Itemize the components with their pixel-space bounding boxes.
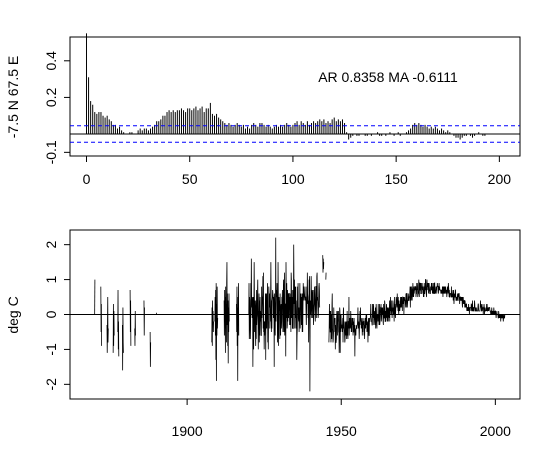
temperature-line-segment xyxy=(122,307,124,371)
acf-y-tick-label: 0.2 xyxy=(43,87,59,107)
temperature-line-segment xyxy=(134,311,136,346)
temperature-y-tick-label: -2 xyxy=(43,378,59,391)
temperature-y-tick-label: 2 xyxy=(43,241,59,249)
acf-y-tick-label: 0.4 xyxy=(43,51,59,71)
temperature-line-segment xyxy=(100,286,102,346)
temperature-line-segment xyxy=(236,283,240,381)
temperature-y-tick-label: 1 xyxy=(43,275,59,283)
acf-x-tick-label: 0 xyxy=(83,171,91,187)
temperature-line-segment xyxy=(211,300,214,346)
temperature-line-segment xyxy=(248,237,321,392)
temperature-y-tick-label: 0 xyxy=(43,310,59,318)
temperature-y-axis: -2 -1 0 1 2 xyxy=(43,241,70,391)
temperature-line-segment xyxy=(129,290,132,346)
acf-panel: 0 50 100 150 200 -0.1 0.2 0.4 AR 0.8358 MA -0.… xyxy=(5,33,521,187)
temperature-x-axis: 1900 1950 2000 xyxy=(172,399,511,439)
temperature-line-segment xyxy=(117,290,120,357)
temperature-y-tick-label: -1 xyxy=(43,343,59,356)
acf-y-axis: -0.1 0.2 0.4 xyxy=(43,51,70,164)
acf-bars xyxy=(70,33,520,143)
acf-x-tick-label: 100 xyxy=(281,171,305,187)
temperature-line-segment xyxy=(223,262,230,364)
acf-plot-frame xyxy=(69,36,521,157)
temperature-x-tick-label: 1950 xyxy=(326,423,357,439)
temperature-x-tick-label: 1900 xyxy=(172,423,203,439)
acf-y-axis-label: -7.5 N 67.5 E xyxy=(5,56,21,139)
temperature-panel: 1900 1950 2000 -2 -1 0 1 2 deg C xyxy=(5,229,521,439)
acf-x-tick-label: 200 xyxy=(488,171,512,187)
temperature-line-segment xyxy=(214,283,219,381)
acf-y-tick-label: -0.1 xyxy=(43,140,59,164)
acf-x-axis: 0 50 100 150 200 xyxy=(83,156,512,187)
temperature-line-segment xyxy=(106,297,109,353)
temperature-x-tick-label: 2000 xyxy=(480,423,511,439)
acf-x-tick-label: 50 xyxy=(182,171,198,187)
temperature-y-axis-label: deg C xyxy=(5,296,21,333)
temperature-line-segment xyxy=(149,331,152,367)
temperature-line-segment xyxy=(328,279,506,357)
temperature-series xyxy=(70,237,520,392)
temperature-line-segment xyxy=(143,300,145,336)
temperature-line-segment xyxy=(112,304,115,353)
acf-x-tick-label: 150 xyxy=(384,171,408,187)
acf-annotation: AR 0.8358 MA -0.6111 xyxy=(318,69,458,85)
temperature-line-segment xyxy=(322,255,325,273)
